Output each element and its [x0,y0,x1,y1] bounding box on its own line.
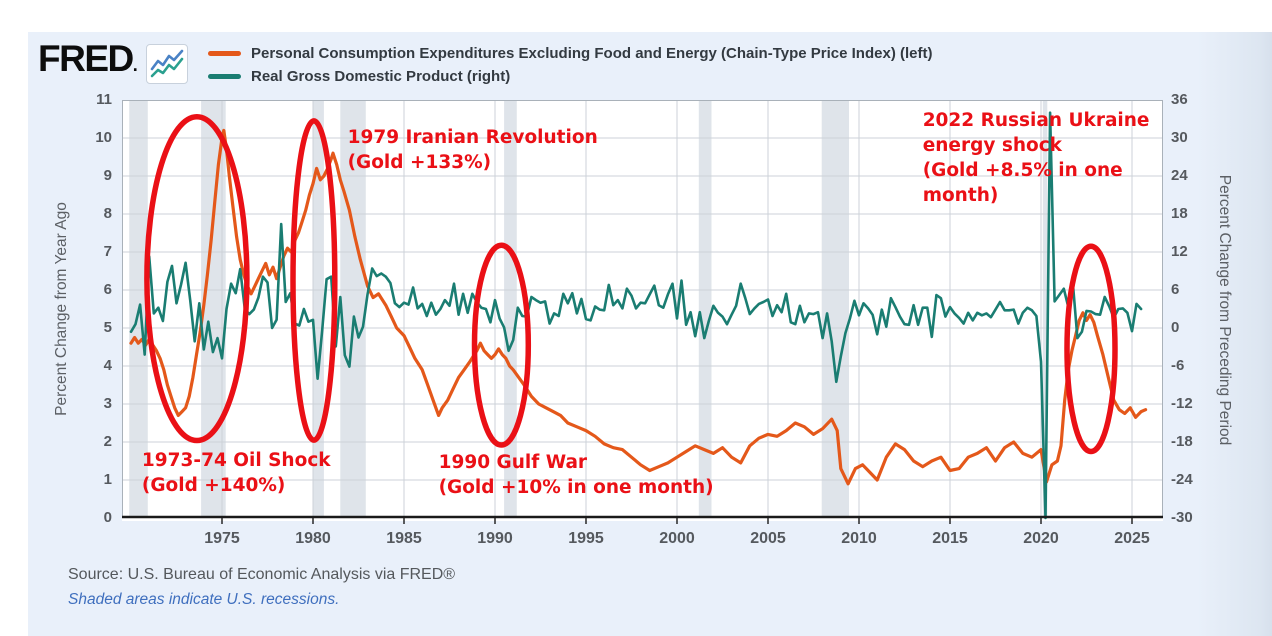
left-axis-tick-4: 4 [103,357,112,374]
right-axis-tick--18: -18 [1171,433,1193,450]
legend-label: Real Gross Domestic Product (right) [251,68,511,85]
x-axis-tick-1995: 1995 [568,530,604,547]
fred-icon-zigzag [150,49,184,78]
annotation-line: 1973-74 Oil Shock [141,449,331,471]
left-axis-title: Percent Change from Year Ago [53,202,70,416]
x-axis-tick-1985: 1985 [386,530,422,547]
right-axis-tick-36: 36 [1171,91,1188,108]
highlight-circle-1990 [471,242,532,448]
annotation-ukraine-energy-shock: 2022 Russian Ukraine energy shock (Gold +8… [923,108,1150,208]
right-axis-title: Percent Change from Preceding Period [1216,174,1233,446]
left-axis-tick-11: 11 [96,91,112,108]
recession-band [313,100,324,518]
legend-color-dash [208,51,241,56]
left-axis-tick-5: 5 [103,319,112,336]
source-text: Source: U.S. Bureau of Economic Analysis… [68,566,456,583]
legend-item-0: Personal Consumption Expenditures Exclud… [208,42,932,65]
left-axis-tick-7: 7 [103,243,112,260]
annotation-line: (Gold +10% in one month) [438,476,714,498]
left-axis-tick-1: 1 [103,471,112,488]
annotation-line: 1979 Iranian Revolution [347,126,598,148]
left-axis-tick-2: 2 [103,433,112,450]
annotation-line: 2022 Russian Ukraine [922,109,1150,131]
recession-band [821,100,849,518]
pce-inflation-line [129,128,1148,486]
fred-logo[interactable]: FRED [38,38,136,80]
annotation-line: (Gold +140%) [141,474,286,496]
recession-band [698,100,712,518]
annotation-line: (Gold +8.5% in one [922,159,1123,181]
right-axis-tick-24: 24 [1171,167,1188,184]
annotation-line: (Gold +133%) [347,151,492,173]
x-axis-tick-2000: 2000 [659,530,695,547]
x-axis-tick-2010: 2010 [841,530,877,547]
right-axis-tick-30: 30 [1171,129,1188,146]
right-axis-tick--6: -6 [1171,357,1185,374]
annotation-line: 1990 Gulf War [438,451,588,473]
highlight-circle-1973 [144,113,250,444]
x-axis-tick-1975: 1975 [204,530,240,547]
left-axis-tick-6: 6 [103,281,112,298]
highlight-circle-2022 [1064,243,1118,455]
annotation-line: energy shock [922,134,1062,156]
recession-band [340,100,366,518]
legend-color-dash [208,74,241,79]
legend-item-1: Real Gross Domestic Product (right) [208,65,932,88]
left-axis-tick-3: 3 [103,395,112,412]
fred-chart-icon[interactable] [146,44,188,84]
right-axis-tick--24: -24 [1171,471,1193,488]
recession-band [1042,100,1048,518]
left-axis-tick-10: 10 [95,129,112,146]
right-axis-tick-12: 12 [1171,243,1188,260]
x-axis-tick-2020: 2020 [1023,530,1059,547]
x-axis-tick-1990: 1990 [477,530,513,547]
right-axis-tick-6: 6 [1171,281,1180,298]
x-axis-tick-2005: 2005 [750,530,786,547]
legend-label: Personal Consumption Expenditures Exclud… [251,45,933,62]
annotation-gulf-war: 1990 Gulf War (Gold +10% in one month) [439,450,714,500]
left-axis-tick-0: 0 [103,509,112,526]
recession-band [504,100,517,518]
x-axis-tick-2015: 2015 [932,530,968,547]
chart-canvas [122,100,1163,524]
real-gdp-line [129,111,1143,520]
plot-area[interactable] [122,100,1163,530]
right-axis-tick--12: -12 [1171,395,1193,412]
annotation-iranian-revolution: 1979 Iranian Revolution (Gold +133%) [348,125,598,175]
annotation-oil-shock: 1973-74 Oil Shock (Gold +140%) [142,448,331,498]
annotation-line: month) [922,184,999,206]
chart-panel: FRED Personal Consumption Expenditures E… [28,32,1272,636]
highlight-circle-1980 [290,118,338,443]
x-axis-tick-2025: 2025 [1114,530,1150,547]
recession-note: Shaded areas indicate U.S. recessions. [68,591,340,608]
chart-legend: Personal Consumption Expenditures Exclud… [208,42,932,88]
right-axis-tick--30: -30 [1171,509,1193,526]
left-axis-tick-9: 9 [103,167,112,184]
left-axis-tick-8: 8 [103,205,112,222]
x-axis-tick-1980: 1980 [295,530,331,547]
right-axis-tick-18: 18 [1171,205,1188,222]
right-axis-tick-0: 0 [1171,319,1180,336]
